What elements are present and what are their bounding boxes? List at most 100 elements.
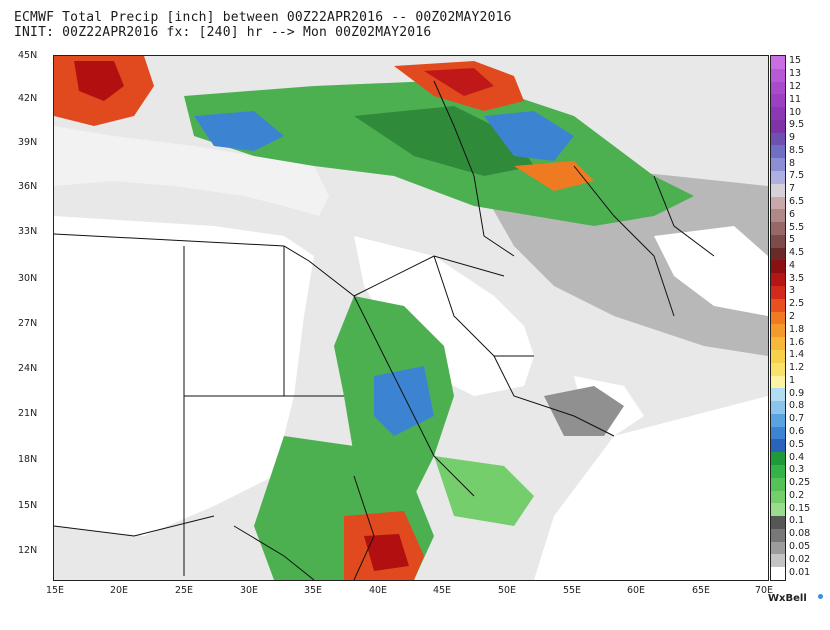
colorbar-label: 0.3 xyxy=(789,464,805,476)
lon-label: 65E xyxy=(691,585,711,596)
colorbar-label: 0.5 xyxy=(789,438,805,450)
colorbar-label: 10 xyxy=(789,106,802,118)
colorbar-label: 11 xyxy=(789,93,802,105)
colorbar-segment xyxy=(771,516,785,530)
lon-label: 70E xyxy=(754,585,774,596)
colorbar-segment xyxy=(771,554,785,568)
colorbar-segment xyxy=(771,119,785,134)
colorbar-segment xyxy=(771,567,785,581)
colorbar-label: 8 xyxy=(789,157,796,169)
colorbar-label: 13 xyxy=(789,68,802,80)
colorbar-segment xyxy=(771,477,785,492)
colorbar-label: 4.5 xyxy=(789,247,805,259)
colorbar-label: 0.6 xyxy=(789,426,805,438)
colorbar-segment xyxy=(771,183,785,198)
colorbar-label: 1.8 xyxy=(789,323,805,335)
colorbar-segment xyxy=(771,273,785,287)
colorbar-label: 0.05 xyxy=(789,541,811,553)
colorbar-label: 0.9 xyxy=(789,387,805,399)
colorbar-label: 1 xyxy=(789,374,796,386)
lon-label: 45E xyxy=(432,585,452,596)
lon-label: 40E xyxy=(368,585,388,596)
lon-label: 15E xyxy=(45,585,65,596)
colorbar-segment xyxy=(771,413,785,428)
colorbar-label: 9.5 xyxy=(789,119,805,131)
colorbar-label: 0.02 xyxy=(789,553,811,565)
colorbar-segment xyxy=(771,452,785,466)
colorbar-segment xyxy=(771,401,785,415)
colorbar-segment xyxy=(771,349,785,364)
colorbar-segment xyxy=(771,298,785,313)
colorbar-label: 0.08 xyxy=(789,528,811,540)
colorbar-segment xyxy=(771,426,785,440)
lon-label: 55E xyxy=(562,585,582,596)
lat-label: 33N xyxy=(18,226,38,237)
colorbar-segment xyxy=(771,439,785,453)
colorbar-segment xyxy=(771,541,785,555)
colorbar-segment xyxy=(771,503,785,517)
colorbar-label: 7 xyxy=(789,183,796,195)
colorbar-label: 5.5 xyxy=(789,221,805,233)
lon-label: 50E xyxy=(497,585,517,596)
lat-label: 39N xyxy=(18,137,38,148)
colorbar-segment xyxy=(771,209,785,223)
colorbar-segment xyxy=(771,132,785,146)
colorbar-label: 0.25 xyxy=(789,477,811,489)
colorbar-label: 1.2 xyxy=(789,362,805,374)
lat-label: 45N xyxy=(18,50,38,61)
lat-label: 36N xyxy=(18,181,38,192)
colorbar-segment xyxy=(771,247,785,261)
colorbar-segment xyxy=(771,107,785,121)
lat-label: 42N xyxy=(18,93,38,104)
colorbar-segment xyxy=(771,362,785,376)
colorbar-label: 0.4 xyxy=(789,451,805,463)
map-title-line-2: INIT: 00Z22APR2016 fx: [240] hr --> Mon … xyxy=(14,25,432,40)
colorbar-segment xyxy=(771,234,785,249)
lat-label: 18N xyxy=(18,454,38,465)
colorbar-segment xyxy=(771,311,785,325)
colorbar-label: 4 xyxy=(789,259,796,271)
colorbar-label: 0.7 xyxy=(789,413,805,425)
colorbar-segment xyxy=(771,56,785,70)
colorbar-segment xyxy=(771,260,785,274)
colorbar-segment xyxy=(771,196,785,210)
colorbar-label: 2.5 xyxy=(789,298,805,310)
colorbar-segment xyxy=(771,222,785,236)
colorbar-label: 3 xyxy=(789,285,796,297)
lat-label: 27N xyxy=(18,318,38,329)
colorbar-label: 0.01 xyxy=(789,566,811,578)
lat-label: 30N xyxy=(18,273,38,284)
colorbar-segment xyxy=(771,375,785,389)
lat-label: 21N xyxy=(18,408,38,419)
colorbar-label: 3.5 xyxy=(789,272,805,284)
lon-label: 30E xyxy=(239,585,259,596)
colorbar-segment xyxy=(771,490,785,504)
colorbar-label: 6.5 xyxy=(789,195,805,207)
colorbar-segment xyxy=(771,464,785,479)
colorbar-label: 6 xyxy=(789,208,796,220)
colorbar-label: 0.2 xyxy=(789,489,805,501)
colorbar-label: 9 xyxy=(789,132,796,144)
colorbar-segment xyxy=(771,337,785,351)
lon-label: 60E xyxy=(626,585,646,596)
colorbar-label: 5 xyxy=(789,234,796,246)
lat-label: 12N xyxy=(18,545,38,556)
lon-label: 20E xyxy=(109,585,129,596)
lat-label: 24N xyxy=(18,363,38,374)
colorbar-label: 1.4 xyxy=(789,349,805,361)
colorbar-segment xyxy=(771,68,785,83)
colorbar-label: 1.6 xyxy=(789,336,805,348)
colorbar-segment xyxy=(771,528,785,543)
colorbar-label: 0.15 xyxy=(789,502,811,514)
map-title-line-1: ECMWF Total Precip [inch] between 00Z22A… xyxy=(14,10,512,25)
colorbar-label: 0.1 xyxy=(789,515,805,527)
lon-label: 35E xyxy=(303,585,323,596)
precip-colorbar xyxy=(770,55,786,581)
colorbar-label: 12 xyxy=(789,80,802,92)
colorbar-segment xyxy=(771,81,785,95)
colorbar-segment xyxy=(771,388,785,402)
colorbar-label: 0.8 xyxy=(789,400,805,412)
colorbar-label: 8.5 xyxy=(789,144,805,156)
colorbar-label: 7.5 xyxy=(789,170,805,182)
colorbar-segment xyxy=(771,324,785,338)
